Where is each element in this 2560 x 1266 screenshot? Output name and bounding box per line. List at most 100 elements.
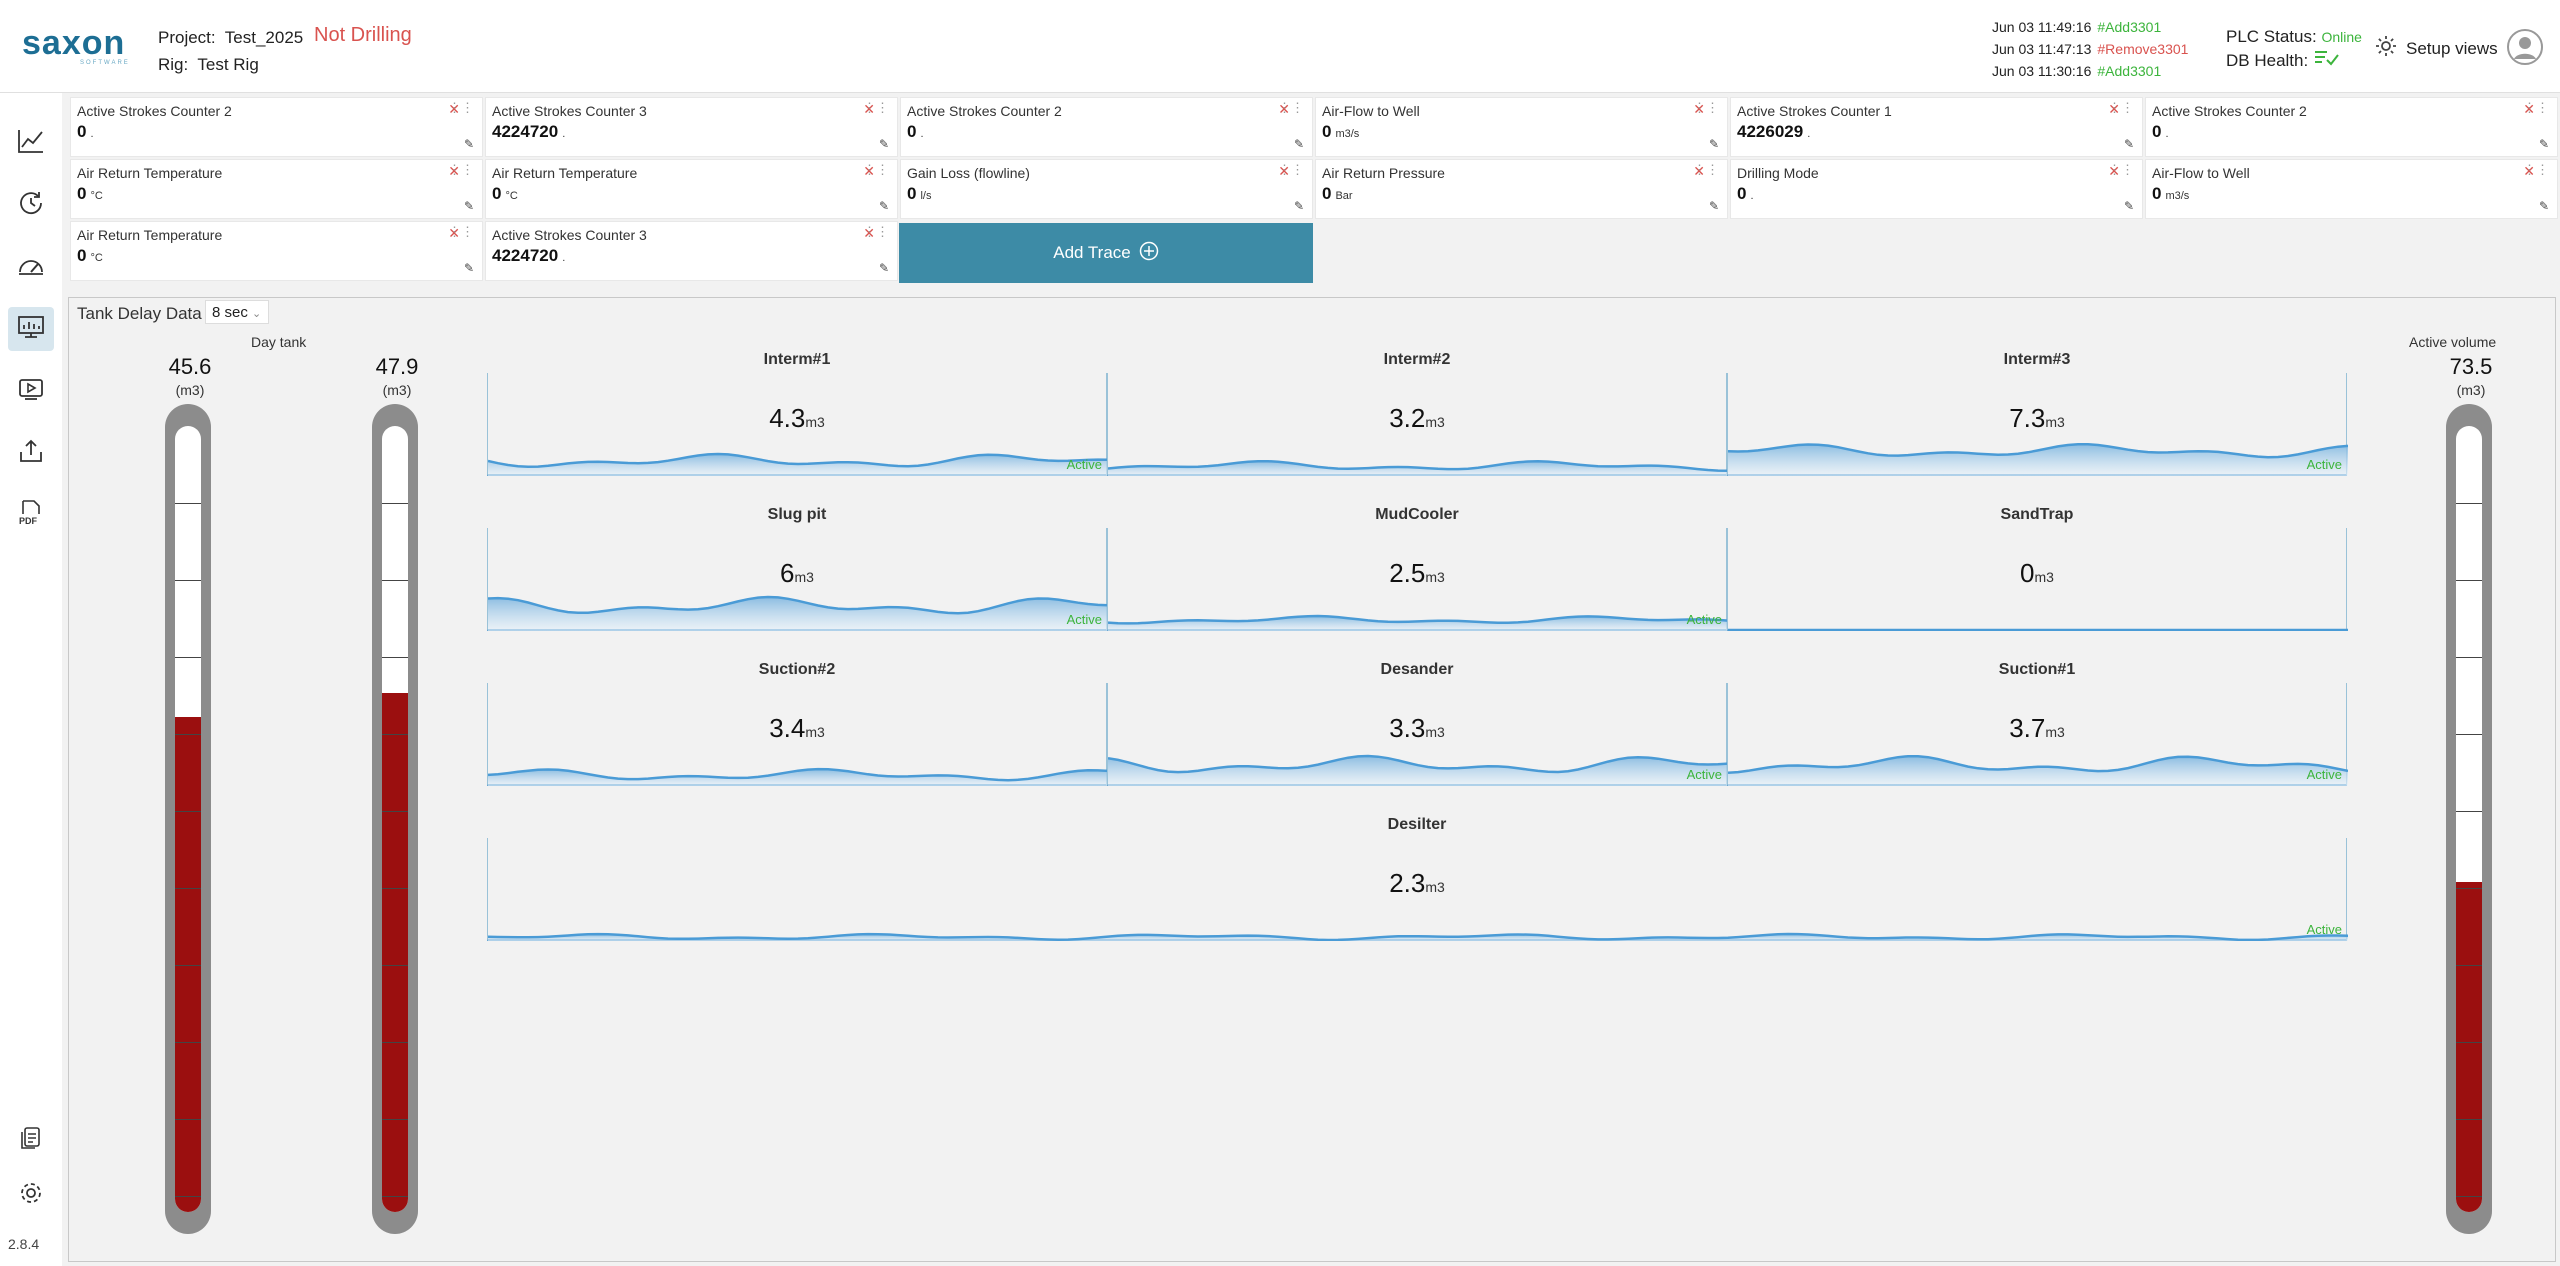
trace-card[interactable]: Air Return Temperature 0 °C ✕ ⋮⋮ ✎ [70,159,483,219]
add-trace-button[interactable]: Add Trace [899,223,1313,283]
edit-pencil-icon[interactable]: ✎ [1293,137,1304,151]
drag-handle-icon[interactable]: ⋮⋮ [1693,162,1719,177]
tank-chart-value: 4.3m3 [769,403,825,433]
level-tick [382,580,408,581]
tank-chart[interactable]: Desilter 2.3m3 Active [487,816,2348,941]
video-icon [17,376,45,407]
trace-card[interactable]: Drilling Mode 0. ✕ ⋮⋮ ✎ [1730,159,2143,219]
sidebar-item-settings[interactable] [8,1173,54,1217]
tank-chart[interactable]: SandTrap 0m3 [1727,506,2348,631]
trace-card[interactable]: Air Return Temperature 0 °C ✕ ⋮⋮ ✎ [70,221,483,281]
user-avatar[interactable] [2506,28,2544,71]
drag-handle-icon[interactable]: ⋮⋮ [863,100,889,115]
sidebar-item-gauges[interactable] [8,245,54,289]
tank-chart[interactable]: Slug pit 6m3 Active [487,506,1108,631]
remove-trace-icon[interactable]: ✕ [2523,163,2535,179]
saxon-logo[interactable]: saxon SOFTWARE [22,24,142,73]
edit-pencil-icon[interactable]: ✎ [1293,199,1304,213]
log-entry[interactable]: Jun 03 11:47:13 #Remove3301 [1992,41,2189,57]
edit-pencil-icon[interactable]: ✎ [2538,137,2549,151]
trace-card[interactable]: Gain Loss (flowline) 0 l/s ✕ ⋮⋮ ✎ [900,159,1313,219]
drag-handle-icon[interactable]: ⋮⋮ [863,224,889,239]
remove-trace-icon[interactable]: ✕ [2108,101,2120,117]
tank-unit: (m3) [2456,382,2486,398]
trace-card[interactable]: Air-Flow to Well 0 m3/s ✕ ⋮⋮ ✎ [2145,159,2558,219]
tank-wave [488,767,1108,786]
remove-trace-icon[interactable]: ✕ [1693,163,1705,179]
tank-chart-title: SandTrap [2000,506,2074,523]
trace-unit: . [2165,128,2169,140]
log-entry[interactable]: Jun 03 11:49:16 #Add3301 [1992,19,2162,35]
remove-trace-icon[interactable]: ✕ [863,163,875,179]
tank-chart[interactable]: Interm#2 3.2m3 [1107,351,1728,476]
sidebar-item-reports[interactable] [8,1119,54,1163]
drag-handle-icon[interactable]: ⋮⋮ [448,162,474,177]
trace-card[interactable]: Air-Flow to Well 0 m3/s ✕ ⋮⋮ ✎ [1315,97,1728,157]
remove-trace-icon[interactable]: ✕ [2108,163,2120,179]
trace-card[interactable]: Active Strokes Counter 2 0. ✕ ⋮⋮ ✎ [2145,97,2558,157]
drag-handle-icon[interactable]: ⋮⋮ [448,100,474,115]
drag-handle-icon[interactable]: ⋮⋮ [2108,162,2134,177]
drag-handle-icon[interactable]: ⋮⋮ [2523,162,2549,177]
trace-card[interactable]: Active Strokes Counter 2 0. ✕ ⋮⋮ ✎ [900,97,1313,157]
edit-pencil-icon[interactable]: ✎ [463,199,474,213]
edit-pencil-icon[interactable]: ✎ [878,199,889,213]
sidebar-item-tank-display[interactable] [8,307,54,351]
drag-handle-icon[interactable]: ⋮⋮ [1693,100,1719,115]
remove-trace-icon[interactable]: ✕ [1278,163,1290,179]
edit-pencil-icon[interactable]: ✎ [878,137,889,151]
trace-value: 0 °C [77,184,103,203]
drag-handle-icon[interactable]: ⋮⋮ [448,224,474,239]
drag-handle-icon[interactable]: ⋮⋮ [2108,100,2134,115]
tank-chart-title: Interm#3 [2003,351,2071,368]
remove-trace-icon[interactable]: ✕ [448,163,460,179]
trace-label: Gain Loss (flowline) [907,165,1030,181]
tank-chart[interactable]: Interm#3 7.3m3 Active [1727,351,2348,476]
log-entry[interactable]: Jun 03 11:30:16 #Add3301 [1992,63,2162,79]
edit-pencil-icon[interactable]: ✎ [463,137,474,151]
trace-card[interactable]: Air Return Pressure 0 Bar ✕ ⋮⋮ ✎ [1315,159,1728,219]
tank-chart[interactable]: Interm#1 4.3m3 Active [487,351,1108,476]
remove-trace-icon[interactable]: ✕ [863,101,875,117]
drag-handle-icon[interactable]: ⋮⋮ [1278,162,1304,177]
drag-handle-icon[interactable]: ⋮⋮ [1278,100,1304,115]
wave-line [1108,614,1728,625]
sidebar-item-video[interactable] [8,369,54,413]
setup-views-button[interactable]: Setup views [2374,34,2498,63]
edit-pencil-icon[interactable]: ✎ [463,261,474,275]
sidebar-item-charts[interactable] [8,121,54,165]
drag-handle-icon[interactable]: ⋮⋮ [2523,100,2549,115]
level-fill [175,716,201,1212]
remove-trace-icon[interactable]: ✕ [1278,101,1290,117]
sidebar-item-pdf[interactable]: PDF [8,493,54,537]
edit-pencil-icon[interactable]: ✎ [878,261,889,275]
trace-label: Active Strokes Counter 1 [1737,103,1892,119]
remove-trace-icon[interactable]: ✕ [448,101,460,117]
trace-card[interactable]: Air Return Temperature 0 °C ✕ ⋮⋮ ✎ [485,159,898,219]
tank-chart[interactable]: Desander 3.3m3 Active [1107,661,1728,786]
trace-card[interactable]: Active Strokes Counter 3 4224720. ✕ ⋮⋮ ✎ [485,221,898,281]
trace-unit: . [90,128,94,140]
tank-chart[interactable]: MudCooler 2.5m3 Active [1107,506,1728,631]
interval-select[interactable]: 8 sec ⌄ [205,300,269,324]
trace-card[interactable]: Active Strokes Counter 1 4226029. ✕ ⋮⋮ ✎ [1730,97,2143,157]
level-tick [382,888,408,889]
tank-chart-value: 3.3m3 [1389,713,1445,743]
edit-pencil-icon[interactable]: ✎ [1708,137,1719,151]
sidebar-item-export[interactable] [8,431,54,475]
wave-area [1728,756,2348,786]
edit-pencil-icon[interactable]: ✎ [2538,199,2549,213]
remove-trace-icon[interactable]: ✕ [2523,101,2535,117]
remove-trace-icon[interactable]: ✕ [448,225,460,241]
trace-card[interactable]: Active Strokes Counter 3 4224720. ✕ ⋮⋮ ✎ [485,97,898,157]
remove-trace-icon[interactable]: ✕ [863,225,875,241]
drag-handle-icon[interactable]: ⋮⋮ [863,162,889,177]
tank-chart[interactable]: Suction#2 3.4m3 [487,661,1108,786]
remove-trace-icon[interactable]: ✕ [1693,101,1705,117]
sidebar-item-history[interactable] [8,183,54,227]
tank-chart[interactable]: Suction#1 3.7m3 Active [1727,661,2348,786]
edit-pencil-icon[interactable]: ✎ [2123,137,2134,151]
edit-pencil-icon[interactable]: ✎ [1708,199,1719,213]
edit-pencil-icon[interactable]: ✎ [2123,199,2134,213]
trace-card[interactable]: Active Strokes Counter 2 0. ✕ ⋮⋮ ✎ [70,97,483,157]
